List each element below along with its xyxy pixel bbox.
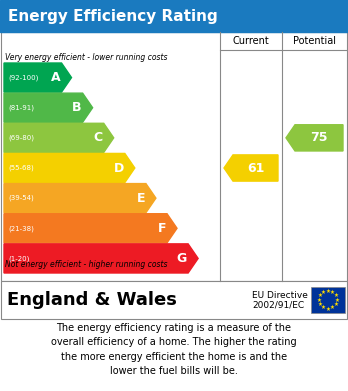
Text: 2002/91/EC: 2002/91/EC bbox=[252, 301, 304, 310]
Text: ★: ★ bbox=[330, 290, 335, 295]
Text: Current: Current bbox=[232, 36, 269, 46]
Bar bbox=[1, 281, 347, 319]
Text: A: A bbox=[51, 71, 61, 84]
Text: F: F bbox=[158, 222, 166, 235]
Text: (69-80): (69-80) bbox=[8, 135, 34, 141]
Text: Potential: Potential bbox=[293, 36, 336, 46]
Polygon shape bbox=[4, 183, 156, 213]
Text: D: D bbox=[113, 161, 124, 174]
Text: England & Wales: England & Wales bbox=[7, 291, 177, 309]
Text: ★: ★ bbox=[330, 305, 335, 310]
Text: ★: ★ bbox=[318, 302, 323, 307]
Text: Not energy efficient - higher running costs: Not energy efficient - higher running co… bbox=[5, 260, 167, 269]
Text: (55-68): (55-68) bbox=[8, 165, 34, 171]
Polygon shape bbox=[224, 155, 278, 181]
Text: ★: ★ bbox=[334, 298, 339, 303]
Text: EU Directive: EU Directive bbox=[252, 291, 308, 300]
Text: ★: ★ bbox=[333, 293, 338, 298]
Text: (92-100): (92-100) bbox=[8, 74, 38, 81]
Text: ★: ★ bbox=[321, 290, 326, 295]
Polygon shape bbox=[4, 63, 72, 92]
Polygon shape bbox=[4, 123, 114, 152]
Polygon shape bbox=[4, 244, 198, 273]
Polygon shape bbox=[4, 93, 93, 122]
Bar bbox=[311, 287, 345, 313]
Text: E: E bbox=[136, 192, 145, 204]
Text: C: C bbox=[94, 131, 103, 144]
Text: (1-20): (1-20) bbox=[8, 255, 29, 262]
Text: The energy efficiency rating is a measure of the
overall efficiency of a home. T: The energy efficiency rating is a measur… bbox=[51, 323, 297, 376]
Text: Energy Efficiency Rating: Energy Efficiency Rating bbox=[8, 9, 218, 23]
Text: 75: 75 bbox=[310, 131, 328, 144]
Text: G: G bbox=[177, 252, 187, 265]
Text: Very energy efficient - lower running costs: Very energy efficient - lower running co… bbox=[5, 53, 167, 62]
Bar bbox=[0, 0, 348, 32]
Text: ★: ★ bbox=[326, 289, 331, 294]
Text: ★: ★ bbox=[317, 298, 322, 303]
Text: ★: ★ bbox=[326, 307, 331, 312]
Text: (81-91): (81-91) bbox=[8, 104, 34, 111]
Text: B: B bbox=[72, 101, 82, 114]
Text: ★: ★ bbox=[318, 293, 323, 298]
Text: (39-54): (39-54) bbox=[8, 195, 34, 201]
Text: 61: 61 bbox=[247, 161, 264, 174]
Polygon shape bbox=[4, 153, 135, 183]
Polygon shape bbox=[286, 125, 343, 151]
Text: ★: ★ bbox=[321, 305, 326, 310]
Bar bbox=[1, 32, 347, 281]
Text: ★: ★ bbox=[333, 302, 338, 307]
Polygon shape bbox=[4, 214, 177, 243]
Text: (21-38): (21-38) bbox=[8, 225, 34, 231]
